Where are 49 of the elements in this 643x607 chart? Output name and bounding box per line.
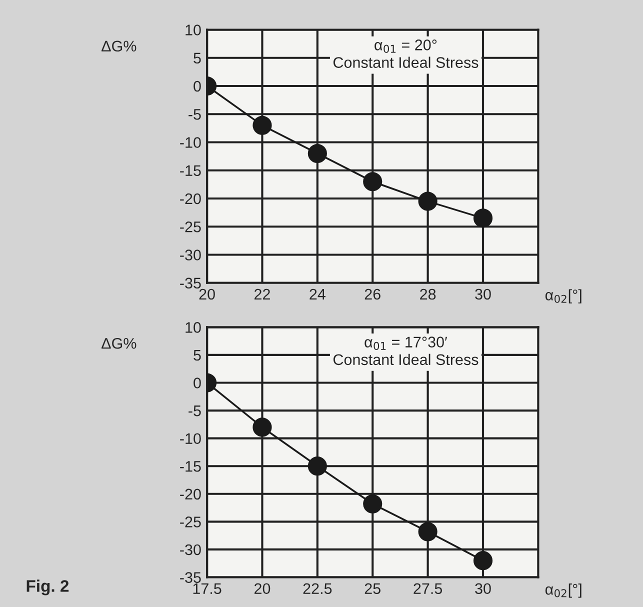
y-tick-label: -35: [180, 278, 201, 289]
point: [418, 522, 438, 542]
x-tick-label: 20: [199, 288, 215, 300]
y-tick-label: -30: [180, 544, 201, 556]
point: [252, 418, 272, 437]
y-tick-label: 5: [194, 350, 201, 361]
y-tick-label: -20: [180, 488, 201, 500]
y-tick-label: -35: [180, 572, 201, 583]
y-tick-label: -15: [180, 165, 201, 176]
x-tick-label: 22: [254, 288, 270, 300]
point: [308, 144, 327, 164]
x-tick-label: 28: [420, 288, 436, 300]
x-tick-label: 20: [254, 583, 270, 594]
y-tick-label: -5: [188, 406, 201, 416]
y-tick-label: 0: [194, 80, 201, 92]
y-tick-label: 5: [194, 52, 201, 64]
x-tick-label: 17.5: [193, 583, 222, 594]
y-tick-label: -25: [180, 516, 201, 528]
point: [473, 208, 493, 228]
point: [418, 192, 438, 211]
x-tick-label: 30: [475, 288, 491, 300]
point: [308, 456, 327, 476]
point: [363, 172, 382, 192]
y-tick-label: 0: [194, 378, 201, 388]
y-axis-title: ΔG%: [102, 338, 136, 349]
x-tick-label: 24: [310, 288, 326, 300]
x-axis-title: α$_{02}$[°]: [545, 289, 582, 304]
x-tick-label: 27.5: [414, 583, 442, 594]
x-tick-label: 25: [364, 583, 380, 594]
y-tick-label: -10: [180, 137, 201, 148]
point: [473, 551, 493, 570]
x-tick-label: 30: [475, 583, 491, 594]
y-tick-label: 10: [186, 24, 201, 36]
y-tick-label: -10: [180, 433, 201, 444]
x-axis-title: α$_{02}$[°]: [545, 584, 582, 598]
y-axis-title: ΔG%: [102, 40, 136, 52]
caption: Fig. 2: [26, 580, 69, 596]
y-tick-label: 10: [186, 322, 201, 333]
y-tick-label: -20: [180, 193, 201, 204]
y-tick-label: -30: [180, 250, 201, 260]
point: [252, 116, 272, 135]
x-tick-label: 26: [364, 288, 380, 300]
annotation: α$_{01}$ = 17°30′ Constant Ideal Stress: [333, 336, 478, 366]
y-tick-label: -15: [180, 461, 201, 472]
y-tick-label: -5: [188, 109, 201, 120]
y-tick-label: -25: [180, 221, 201, 232]
x-tick-label: 22.5: [303, 583, 332, 594]
annotation: α$_{01}$ = 20° Constant Ideal Stress: [333, 40, 478, 68]
point: [363, 494, 382, 514]
